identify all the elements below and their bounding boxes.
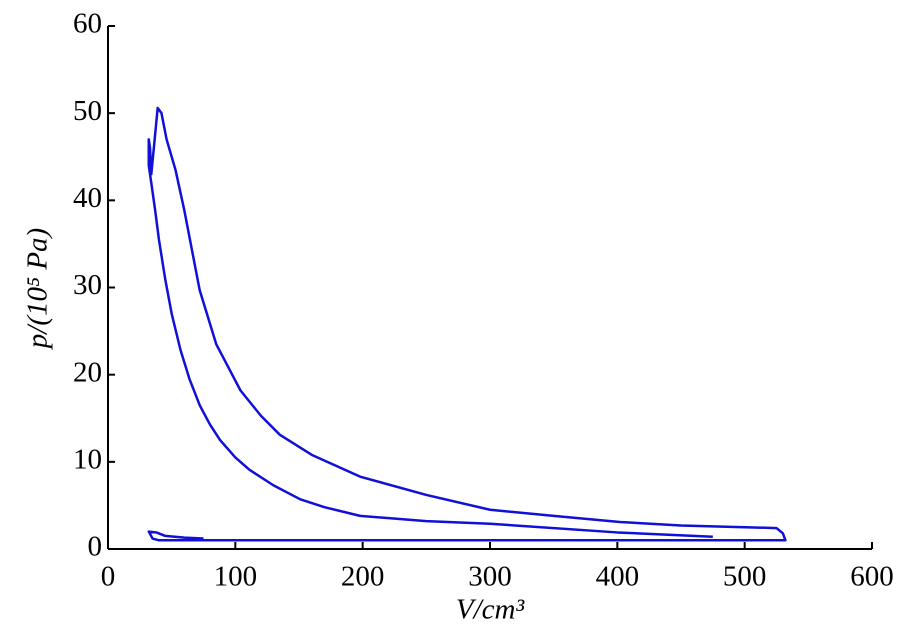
y-tick-label: 60 bbox=[73, 8, 102, 40]
y-tick-label: 50 bbox=[73, 95, 102, 127]
x-tick-label: 400 bbox=[596, 561, 640, 593]
data-line bbox=[147, 106, 787, 542]
x-tick-label: 0 bbox=[101, 561, 116, 593]
x-axis-label: V/cm³ bbox=[456, 594, 526, 626]
x-tick-label: 600 bbox=[850, 561, 894, 593]
x-tick-label: 200 bbox=[341, 561, 385, 593]
y-tick-label: 20 bbox=[73, 356, 102, 388]
x-tick-label: 100 bbox=[214, 561, 258, 593]
x-tick-label: 500 bbox=[723, 561, 767, 593]
y-tick-label: 30 bbox=[73, 269, 102, 301]
y-tick-label: 0 bbox=[88, 531, 103, 563]
y-axis-label: p/(10⁵ Pa) bbox=[22, 228, 54, 350]
y-tick-label: 10 bbox=[73, 443, 102, 475]
y-tick-label: 40 bbox=[73, 182, 102, 214]
x-tick-label: 300 bbox=[468, 561, 512, 593]
